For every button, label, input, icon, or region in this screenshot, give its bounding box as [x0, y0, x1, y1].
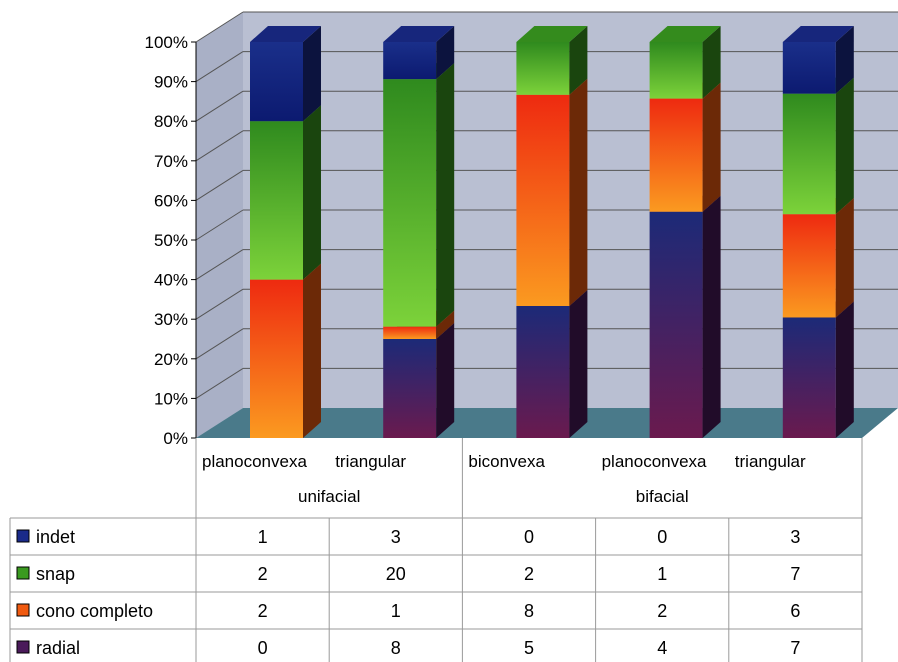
bar-side-indet [303, 26, 321, 122]
bar-top-indet [383, 26, 455, 42]
x-category-label: planoconvexa [202, 452, 307, 471]
bar-side-snap [303, 105, 321, 280]
gridline-side [195, 90, 244, 122]
bar-side-radial [702, 195, 721, 438]
table-value: 3 [790, 527, 800, 547]
gridline-side [195, 367, 244, 399]
bar-side-cono-completo [303, 263, 321, 438]
table-value: 3 [391, 527, 401, 547]
bar-top-snap [649, 26, 721, 42]
legend-key-radial [16, 640, 30, 654]
table-value: 20 [386, 564, 406, 584]
bar-segment-cono-completo [250, 279, 303, 438]
bar-segment-radial [383, 339, 437, 438]
table-value: 8 [391, 638, 401, 658]
table-value: 8 [524, 601, 534, 621]
bar-segment-indet [383, 42, 437, 80]
bar-side-snap [835, 77, 854, 215]
bar-top-indet [250, 26, 321, 42]
table-value: 5 [524, 638, 534, 658]
bar-side-snap [702, 26, 721, 99]
legend-key-indet [16, 529, 30, 543]
table-value: 7 [790, 638, 800, 658]
table-value: 1 [258, 527, 268, 547]
table-value: 4 [657, 638, 667, 658]
table-value: 7 [790, 564, 800, 584]
bar-side-radial [835, 301, 854, 438]
gridline-side [195, 209, 244, 241]
bar-side-indet [835, 26, 854, 94]
x-group-label: bifacial [636, 487, 689, 506]
legend-label: radial [36, 638, 80, 658]
bar-top-indet [782, 26, 854, 42]
bar-segment-indet [782, 42, 836, 94]
table-value: 0 [657, 527, 667, 547]
bar-segment-snap [782, 93, 836, 215]
bar-segment-snap [250, 121, 303, 280]
gridline-side [195, 288, 244, 320]
y-tick-label: 50% [154, 231, 188, 250]
legend-label: cono completo [36, 601, 153, 621]
bar-segment-cono-completo [649, 98, 703, 212]
table-value: 2 [258, 564, 268, 584]
bar-segment-cono-completo [383, 326, 437, 339]
bar-segment-cono-completo [516, 94, 570, 306]
y-tick-label: 70% [154, 152, 188, 171]
gridline-side [195, 130, 244, 162]
legend-key-snap [16, 566, 30, 580]
bar-segment-snap [383, 79, 437, 327]
table-value: 1 [657, 564, 667, 584]
bar-side-snap [569, 26, 588, 95]
y-tick-label: 80% [154, 112, 188, 131]
gridline-side [195, 249, 244, 281]
table-value: 0 [258, 638, 268, 658]
bar-side-cono-completo [569, 78, 588, 306]
y-tick-label: 20% [154, 350, 188, 369]
bar-segment-snap [516, 42, 570, 95]
bar-segment-radial [782, 317, 836, 438]
table-value: 2 [657, 601, 667, 621]
table-value: 0 [524, 527, 534, 547]
legend-label: snap [36, 564, 75, 584]
bar-side-cono-completo [702, 82, 721, 212]
bar-side-indet [436, 26, 455, 80]
bar-side-snap [436, 63, 455, 327]
y-tick-label: 10% [154, 389, 188, 408]
bar-segment-radial [649, 211, 703, 438]
bar-segment-indet [250, 42, 303, 122]
x-category-label: planoconvexa [602, 452, 707, 471]
gridline-side [195, 51, 244, 83]
legend-label: indet [36, 527, 75, 547]
bar-segment-radial [516, 306, 570, 438]
x-category-label: triangular [335, 452, 406, 471]
table-value: 2 [524, 564, 534, 584]
x-category-label: biconvexa [468, 452, 545, 471]
bar-top-snap [516, 26, 588, 42]
bar-side-cono-completo [436, 310, 455, 339]
gridline-side [195, 169, 244, 201]
y-tick-label: 100% [145, 33, 188, 52]
y-tick-label: 0% [163, 429, 188, 448]
x-group-label: unifacial [298, 487, 360, 506]
gridline-side [195, 328, 244, 360]
y-tick-label: 60% [154, 191, 188, 210]
y-tick-label: 30% [154, 310, 188, 329]
y-tick-label: 40% [154, 271, 188, 290]
bar-side-cono-completo [835, 198, 854, 318]
bar-side-radial [569, 290, 588, 438]
gridline-side [195, 11, 244, 43]
bar-segment-snap [649, 42, 703, 99]
bar-side-radial [436, 323, 455, 438]
table-value: 2 [258, 601, 268, 621]
bar-segment-cono-completo [782, 214, 836, 318]
table-value: 6 [790, 601, 800, 621]
y-tick-label: 90% [154, 73, 188, 92]
table-value: 1 [391, 601, 401, 621]
x-category-label: triangular [735, 452, 806, 471]
legend-key-cono-completo [16, 603, 30, 617]
